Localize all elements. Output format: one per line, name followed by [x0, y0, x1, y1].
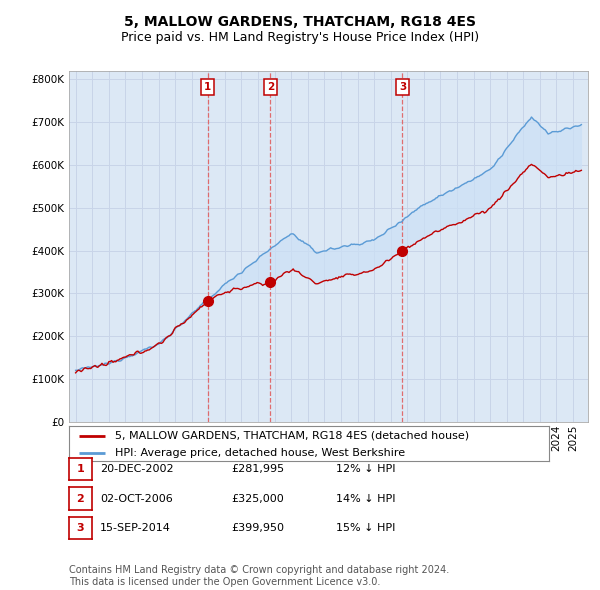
- Text: 15-SEP-2014: 15-SEP-2014: [100, 523, 171, 533]
- Text: 2: 2: [77, 494, 84, 503]
- Text: 15% ↓ HPI: 15% ↓ HPI: [336, 523, 395, 533]
- Text: 12% ↓ HPI: 12% ↓ HPI: [336, 464, 395, 474]
- Text: 14% ↓ HPI: 14% ↓ HPI: [336, 494, 395, 503]
- Text: 3: 3: [77, 523, 84, 533]
- Text: 2: 2: [267, 81, 274, 91]
- Text: HPI: Average price, detached house, West Berkshire: HPI: Average price, detached house, West…: [115, 448, 405, 457]
- Text: £325,000: £325,000: [231, 494, 284, 503]
- Text: 5, MALLOW GARDENS, THATCHAM, RG18 4ES (detached house): 5, MALLOW GARDENS, THATCHAM, RG18 4ES (d…: [115, 431, 469, 441]
- Text: £281,995: £281,995: [231, 464, 284, 474]
- Text: Contains HM Land Registry data © Crown copyright and database right 2024.
This d: Contains HM Land Registry data © Crown c…: [69, 565, 449, 587]
- Text: 02-OCT-2006: 02-OCT-2006: [100, 494, 173, 503]
- Text: Price paid vs. HM Land Registry's House Price Index (HPI): Price paid vs. HM Land Registry's House …: [121, 31, 479, 44]
- Text: £399,950: £399,950: [231, 523, 284, 533]
- Text: 5, MALLOW GARDENS, THATCHAM, RG18 4ES: 5, MALLOW GARDENS, THATCHAM, RG18 4ES: [124, 15, 476, 29]
- Text: 20-DEC-2002: 20-DEC-2002: [100, 464, 174, 474]
- Text: 1: 1: [204, 81, 211, 91]
- Text: 3: 3: [399, 81, 406, 91]
- Text: 1: 1: [77, 464, 84, 474]
